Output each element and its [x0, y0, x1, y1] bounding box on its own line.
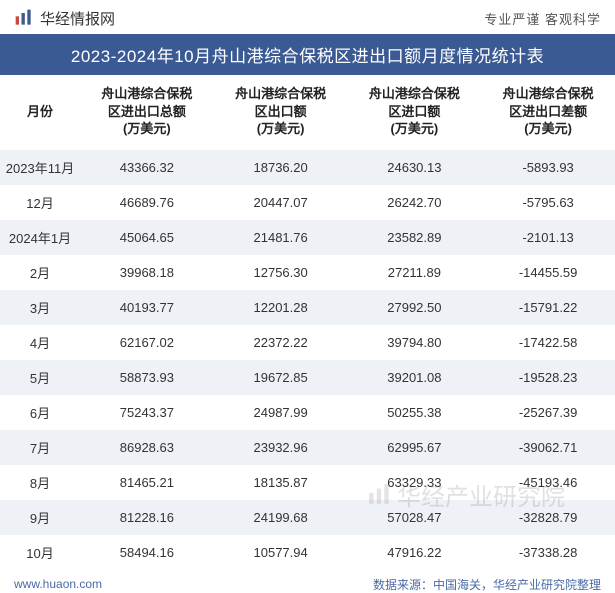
table-cell: 18135.87: [214, 465, 348, 500]
table-cell: 6月: [0, 395, 80, 430]
table-cell: 5月: [0, 360, 80, 395]
table-cell: -5795.63: [481, 185, 615, 220]
footer-url: www.huaon.com: [14, 577, 102, 591]
table-cell: 12201.28: [214, 290, 348, 325]
table-cell: 20447.07: [214, 185, 348, 220]
table-cell: 23582.89: [348, 220, 482, 255]
table-cell: -39062.71: [481, 430, 615, 465]
table-row: 9月81228.1624199.6857028.47-32828.79: [0, 500, 615, 535]
table-cell: 2023年11月: [0, 150, 80, 185]
table-cell: 27992.50: [348, 290, 482, 325]
table-cell: 75243.37: [80, 395, 214, 430]
column-header: 舟山港综合保税区进口额(万美元): [348, 75, 482, 150]
table-cell: 8月: [0, 465, 80, 500]
tagline: 专业严谨 客观科学: [484, 9, 601, 28]
table-cell: 50255.38: [348, 395, 482, 430]
table-row: 3月40193.7712201.2827992.50-15791.22: [0, 290, 615, 325]
table-cell: 2024年1月: [0, 220, 80, 255]
table-body: 2023年11月43366.3218736.2024630.13-5893.93…: [0, 150, 615, 570]
table-header-row: 月份舟山港综合保税区进出口总额(万美元)舟山港综合保税区出口额(万美元)舟山港综…: [0, 75, 615, 150]
table-cell: 39968.18: [80, 255, 214, 290]
table-cell: 63329.33: [348, 465, 482, 500]
table-cell: -2101.13: [481, 220, 615, 255]
table-cell: -14455.59: [481, 255, 615, 290]
table-cell: -15791.22: [481, 290, 615, 325]
table-cell: -25267.39: [481, 395, 615, 430]
table-cell: 2月: [0, 255, 80, 290]
table-cell: -19528.23: [481, 360, 615, 395]
table-cell: 81465.21: [80, 465, 214, 500]
table-cell: 62167.02: [80, 325, 214, 360]
table-cell: 24987.99: [214, 395, 348, 430]
table-cell: -17422.58: [481, 325, 615, 360]
table-row: 2023年11月43366.3218736.2024630.13-5893.93: [0, 150, 615, 185]
table-row: 7月86928.6323932.9662995.67-39062.71: [0, 430, 615, 465]
table-cell: 24630.13: [348, 150, 482, 185]
table-cell: 46689.76: [80, 185, 214, 220]
table-cell: 24199.68: [214, 500, 348, 535]
table-cell: 62995.67: [348, 430, 482, 465]
table-cell: 23932.96: [214, 430, 348, 465]
table-cell: 43366.32: [80, 150, 214, 185]
table-cell: -32828.79: [481, 500, 615, 535]
table-cell: 9月: [0, 500, 80, 535]
table-row: 2月39968.1812756.3027211.89-14455.59: [0, 255, 615, 290]
header: 华经情报网 专业严谨 客观科学: [0, 0, 615, 34]
table-row: 4月62167.0222372.2239794.80-17422.58: [0, 325, 615, 360]
table-row: 8月81465.2118135.8763329.33-45193.46: [0, 465, 615, 500]
table-cell: 22372.22: [214, 325, 348, 360]
site-name: 华经情报网: [40, 8, 115, 29]
column-header: 舟山港综合保税区进出口总额(万美元): [80, 75, 214, 150]
table-cell: 3月: [0, 290, 80, 325]
table-row: 5月58873.9319672.8539201.08-19528.23: [0, 360, 615, 395]
table-row: 6月75243.3724987.9950255.38-25267.39: [0, 395, 615, 430]
table-cell: 86928.63: [80, 430, 214, 465]
table-row: 2024年1月45064.6521481.7623582.89-2101.13: [0, 220, 615, 255]
footer: www.huaon.com 数据来源：中国海关，华经产业研究院整理: [0, 570, 615, 593]
table-cell: 19672.85: [214, 360, 348, 395]
table-cell: 57028.47: [348, 500, 482, 535]
footer-source: 数据来源：中国海关，华经产业研究院整理: [373, 576, 601, 593]
table-cell: 40193.77: [80, 290, 214, 325]
logo-icon: [14, 8, 34, 28]
table-row: 12月46689.7620447.0726242.70-5795.63: [0, 185, 615, 220]
table-cell: 7月: [0, 430, 80, 465]
table-cell: 21481.76: [214, 220, 348, 255]
column-header: 月份: [0, 75, 80, 150]
logo-group: 华经情报网: [14, 8, 115, 29]
table-title: 2023-2024年10月舟山港综合保税区进出口额月度情况统计表: [0, 34, 615, 75]
table-cell: 26242.70: [348, 185, 482, 220]
table-cell: 12756.30: [214, 255, 348, 290]
table-cell: 12月: [0, 185, 80, 220]
column-header: 舟山港综合保税区出口额(万美元): [214, 75, 348, 150]
table-cell: 27211.89: [348, 255, 482, 290]
table-cell: 18736.20: [214, 150, 348, 185]
table-cell: -5893.93: [481, 150, 615, 185]
data-table: 月份舟山港综合保税区进出口总额(万美元)舟山港综合保税区出口额(万美元)舟山港综…: [0, 75, 615, 570]
table-cell: 39794.80: [348, 325, 482, 360]
table-cell: 58873.93: [80, 360, 214, 395]
table-cell: -45193.46: [481, 465, 615, 500]
table-cell: 45064.65: [80, 220, 214, 255]
table-cell: 81228.16: [80, 500, 214, 535]
table-cell: 4月: [0, 325, 80, 360]
column-header: 舟山港综合保税区进出口差额(万美元): [481, 75, 615, 150]
table-cell: 39201.08: [348, 360, 482, 395]
